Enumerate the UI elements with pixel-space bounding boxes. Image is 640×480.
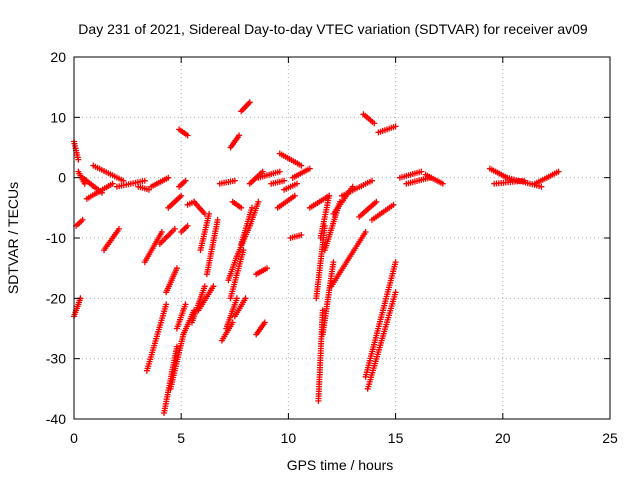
data-track <box>317 192 333 241</box>
data-track <box>274 192 298 211</box>
y-tick-label: 10 <box>50 109 66 125</box>
y-tick-label: -10 <box>46 230 66 246</box>
data-track <box>369 201 397 223</box>
data-track <box>161 343 180 416</box>
data-track <box>289 165 313 181</box>
data-track <box>276 150 305 169</box>
data-track <box>71 138 82 163</box>
data-track <box>176 126 191 139</box>
chart-title: Day 231 of 2021, Sidereal Day-to-day VTE… <box>78 21 588 37</box>
data-track <box>216 177 238 187</box>
data-track <box>156 225 178 247</box>
data-track <box>83 180 116 202</box>
x-tick-label: 25 <box>602 430 618 446</box>
x-tick-label: 20 <box>495 430 511 446</box>
y-tick-label: -40 <box>46 411 66 427</box>
data-track <box>223 295 240 332</box>
data-track <box>486 165 511 181</box>
data-track <box>148 174 172 190</box>
y-tick-label: -30 <box>46 351 66 367</box>
grid-lines <box>74 57 610 419</box>
data-track <box>328 229 369 290</box>
data-track <box>227 247 247 302</box>
data-track <box>101 225 122 254</box>
data-track <box>227 132 243 151</box>
data-track <box>306 192 333 211</box>
data-track <box>191 198 208 217</box>
y-tick-label: 0 <box>58 170 66 186</box>
data-track <box>532 168 562 187</box>
data-track <box>396 168 425 181</box>
data-track <box>165 192 185 211</box>
data-track <box>238 204 255 247</box>
data-track <box>73 216 86 229</box>
data-track <box>188 283 208 326</box>
y-tick-label: 20 <box>50 49 66 65</box>
data-track <box>225 253 240 284</box>
data-track <box>176 177 189 190</box>
y-axis-label: SDTVAR / TECUs <box>5 182 21 294</box>
data-track <box>163 265 180 296</box>
data-track <box>246 198 262 229</box>
data-track <box>253 265 270 278</box>
data-track <box>173 301 189 332</box>
data-track <box>113 177 148 190</box>
x-tick-label: 15 <box>388 430 404 446</box>
data-track <box>229 198 245 211</box>
data-track <box>238 99 253 115</box>
data-track <box>360 111 378 127</box>
data-track <box>178 222 191 235</box>
data-track <box>197 210 213 254</box>
data-track <box>281 180 300 193</box>
y-tick-label: -20 <box>46 290 66 306</box>
data-track <box>422 171 446 187</box>
axis-ticks: 0 5 10 15 20 25 -40 -30 -20 -10 0 10 20 <box>46 49 618 446</box>
data-track <box>141 229 165 266</box>
data-track <box>362 259 399 380</box>
data-track <box>287 232 305 241</box>
data-track <box>356 198 380 220</box>
data-track <box>253 319 268 338</box>
data-track <box>268 177 288 187</box>
data-track <box>375 123 399 136</box>
data-track <box>167 331 187 392</box>
data-track <box>135 183 152 193</box>
data-track <box>339 177 375 199</box>
data-track <box>364 289 399 392</box>
data-track <box>203 216 221 278</box>
data-track <box>319 259 337 338</box>
data-track <box>90 162 127 184</box>
x-tick-label: 5 <box>177 430 185 446</box>
data-points <box>71 99 562 416</box>
data-track <box>195 283 217 314</box>
x-axis-label: GPS time / hours <box>287 457 394 473</box>
data-track <box>231 295 249 320</box>
data-track <box>255 168 283 181</box>
data-track <box>71 295 84 320</box>
x-tick-label: 0 <box>70 430 78 446</box>
data-track <box>143 301 170 374</box>
x-tick-label: 10 <box>281 430 297 446</box>
